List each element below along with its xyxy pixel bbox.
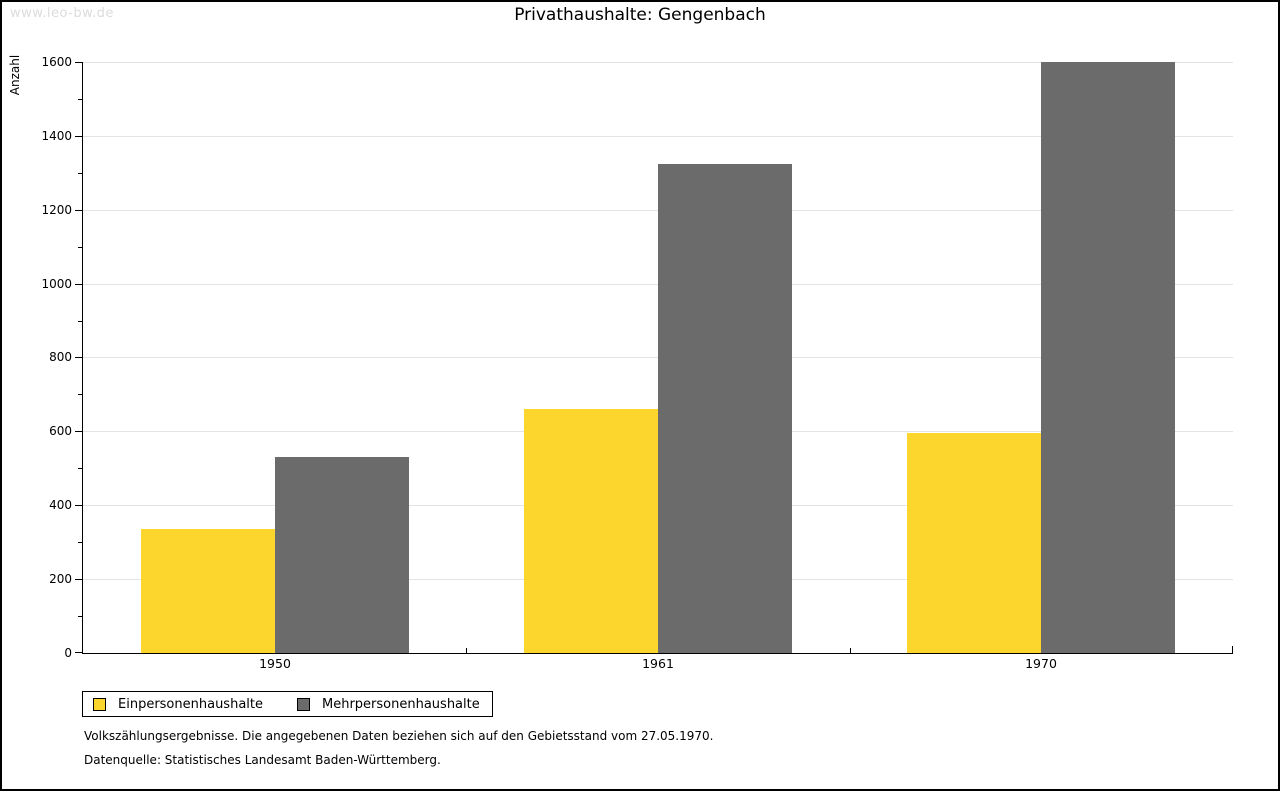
y-axis-minor-tick: [78, 99, 83, 100]
y-axis-tick-label: 400: [49, 498, 72, 512]
footnote-data-source: Datenquelle: Statistisches Landesamt Bad…: [84, 753, 441, 767]
footnote-source-note: Volkszählungsergebnisse. Die angegebenen…: [84, 729, 714, 743]
watermark-text: www.leo-bw.de: [10, 6, 114, 21]
gridline: [83, 62, 1233, 63]
y-axis-minor-tick: [78, 247, 83, 248]
y-axis-tick-label: 0: [64, 646, 72, 660]
y-axis-tick-label: 600: [49, 424, 72, 438]
y-axis-major-tick: [75, 357, 83, 358]
y-axis-major-tick: [75, 284, 83, 285]
y-axis-minor-tick: [78, 542, 83, 543]
y-axis-major-tick: [75, 505, 83, 506]
y-axis-major-tick: [75, 210, 83, 211]
bar-1961-einpersonen: [524, 409, 658, 653]
legend-item-einpersonenhaushalte: Einpersonenhaushalte: [93, 697, 263, 712]
y-axis-minor-tick: [78, 616, 83, 617]
y-axis-major-tick: [75, 62, 83, 63]
bar-1970-mehrpersonen: [1041, 62, 1175, 653]
y-axis-tick-label: 800: [49, 350, 72, 364]
legend-swatch-yellow-icon: [93, 697, 106, 711]
y-axis-major-tick: [75, 579, 83, 580]
legend-label: Mehrpersonenhaushalte: [322, 696, 480, 712]
y-axis-title: Anzahl: [8, 54, 22, 96]
legend-swatch-gray-icon: [297, 697, 310, 711]
y-axis-minor-tick: [78, 394, 83, 395]
legend-item-mehrpersonenhaushalte: Mehrpersonenhaushalte: [297, 697, 480, 712]
y-axis-tick-label: 1600: [41, 55, 72, 69]
bar-1961-mehrpersonen: [658, 164, 792, 653]
bar-1950-mehrpersonen: [275, 457, 409, 653]
x-axis-boundary-tick: [850, 648, 851, 653]
x-axis-category-label: 1970: [1025, 656, 1057, 671]
legend-label: Einpersonenhaushalte: [118, 696, 263, 712]
x-axis-category-label: 1950: [259, 656, 291, 671]
plot-area: 0 200 400 600 800 1000 1200 1400 1600 1950 1961 197…: [41, 55, 1233, 671]
y-axis-major-tick: [75, 431, 83, 432]
y-axis-minor-tick: [78, 173, 83, 174]
y-axis-major-tick: [75, 652, 83, 653]
gridline: [83, 136, 1233, 137]
bar-1970-einpersonen: [907, 433, 1041, 653]
bar-1950-einpersonen: [141, 529, 275, 653]
y-axis-minor-tick: [78, 468, 83, 469]
chart-title: Privathaushalte: Gengenbach: [514, 5, 766, 25]
x-axis-end-tick: [1232, 646, 1233, 653]
y-axis-tick-label: 1200: [41, 203, 72, 217]
legend: Einpersonenhaushalte Mehrpersonenhaushal…: [82, 691, 493, 717]
x-axis-category-label: 1961: [642, 656, 674, 671]
x-axis-boundary-tick: [466, 648, 467, 653]
y-axis-minor-tick: [78, 321, 83, 322]
y-axis-major-tick: [75, 136, 83, 137]
y-axis-tick-label: 1400: [41, 129, 72, 143]
y-axis-tick-label: 1000: [41, 277, 72, 291]
y-axis-tick-label: 200: [49, 572, 72, 586]
